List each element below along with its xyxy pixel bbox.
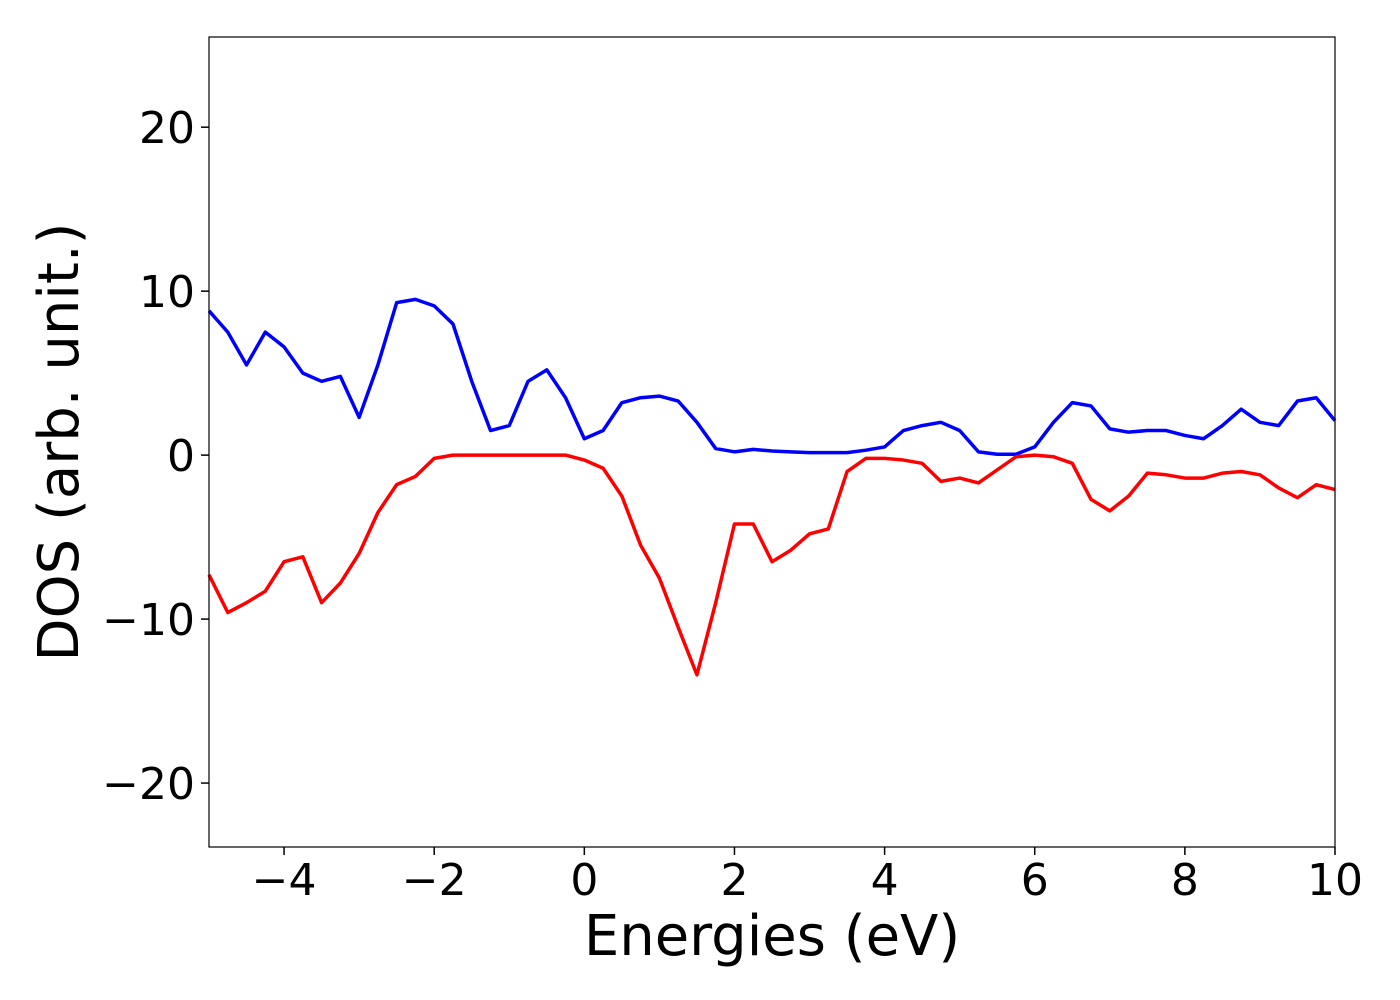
series-line: [207, 297, 1337, 457]
x-tick-label: −4: [252, 855, 317, 906]
y-tick-label: 10: [139, 267, 195, 318]
y-tick-label: 20: [139, 103, 195, 154]
x-tick-label: 8: [1171, 855, 1199, 906]
y-tick-label: −20: [102, 759, 195, 810]
x-tick-label: 10: [1307, 855, 1363, 906]
series-line: [207, 453, 1336, 677]
y-tick-label: −10: [102, 595, 195, 646]
x-axis-label: Energies (eV): [584, 904, 960, 969]
x-tick-label: 0: [570, 855, 598, 906]
plot-frame: [208, 36, 1336, 848]
x-tick-label: 2: [720, 855, 748, 906]
y-axis-label: DOS (arb. unit.): [27, 222, 92, 661]
x-tick-label: 4: [871, 855, 899, 906]
x-tick-label: −2: [402, 855, 467, 906]
y-tick-label: 0: [167, 431, 195, 482]
x-tick-label: 6: [1021, 855, 1049, 906]
